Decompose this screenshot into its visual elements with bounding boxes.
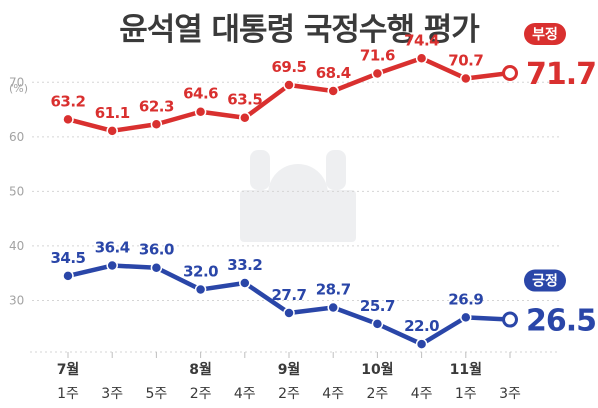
y-axis-unit-label: (%) (9, 82, 28, 95)
y-tick-label: 40 (9, 239, 24, 253)
x-week-label: 4주 (411, 386, 433, 402)
data-point (194, 105, 207, 118)
x-week-label: 3주 (499, 386, 521, 402)
data-point (194, 283, 207, 296)
latest-value-label: 26.5 (526, 304, 596, 339)
chart-title: 윤석열 대통령 국정수행 평가 (119, 12, 480, 48)
x-month-label: 10월 (361, 361, 393, 378)
data-label: 68.4 (316, 64, 351, 82)
series-line (65, 263, 513, 347)
x-week-label: 2주 (278, 386, 300, 402)
data-point (371, 318, 384, 330)
y-tick-label: 30 (9, 293, 24, 307)
data-label: 74.4 (404, 31, 439, 49)
data-label: 33.2 (227, 256, 262, 274)
series-name-label: 부정 (532, 26, 558, 43)
y-tick-label: 50 (9, 184, 24, 198)
data-label: 63.2 (50, 92, 85, 110)
data-label: 27.7 (271, 286, 306, 304)
data-label: 36.0 (139, 241, 174, 259)
x-week-label: 5주 (146, 386, 168, 402)
data-point (239, 277, 251, 289)
emblem-watermark (240, 150, 356, 242)
data-label: 70.7 (448, 51, 483, 69)
data-point (283, 307, 295, 319)
data-label: 28.7 (316, 281, 351, 299)
data-label: 26.9 (448, 290, 483, 308)
data-label: 32.0 (183, 263, 218, 281)
data-point-latest (502, 65, 518, 81)
data-point (106, 125, 118, 137)
data-point-latest (502, 311, 518, 328)
series-name-badge (524, 269, 566, 292)
x-month-label: 9월 (278, 361, 301, 378)
latest-value-label: 71.7 (526, 57, 596, 92)
data-label: 36.4 (95, 239, 130, 257)
data-label: 25.7 (360, 297, 395, 315)
x-week-label: 4주 (234, 386, 256, 402)
series-name-label: 긍정 (532, 273, 558, 290)
data-label: 69.5 (271, 58, 306, 76)
data-label: 22.0 (404, 317, 439, 335)
data-label: 63.5 (227, 91, 262, 109)
data-point (327, 301, 339, 314)
x-week-label: 3주 (101, 386, 123, 402)
x-week-label: 1주 (455, 386, 477, 402)
data-label: 62.3 (139, 97, 174, 115)
x-week-label: 2주 (367, 386, 389, 402)
data-label: 61.1 (95, 104, 130, 122)
data-point (327, 85, 339, 97)
data-label: 64.6 (183, 85, 218, 103)
data-point (415, 338, 428, 350)
data-point (460, 311, 472, 324)
data-label: 71.6 (360, 47, 395, 65)
data-point (62, 113, 74, 126)
data-point (371, 67, 384, 80)
y-tick-label: 60 (9, 130, 24, 144)
series-name-badge (524, 23, 566, 45)
x-month-label: 11월 (450, 361, 482, 378)
data-point (150, 118, 163, 131)
x-week-label: 2주 (190, 386, 212, 402)
data-point (460, 72, 472, 85)
data-point (106, 259, 118, 272)
data-point (62, 270, 74, 282)
data-point (283, 79, 295, 91)
x-month-label: 8월 (189, 361, 212, 378)
data-label: 34.5 (50, 249, 85, 267)
data-point (415, 52, 428, 65)
data-point (239, 111, 251, 124)
x-week-label: 4주 (322, 386, 344, 402)
y-tick-label: 70 (9, 75, 24, 89)
data-point (150, 261, 163, 274)
x-month-label: 7월 (57, 361, 80, 378)
x-week-label: 1주 (57, 386, 79, 402)
